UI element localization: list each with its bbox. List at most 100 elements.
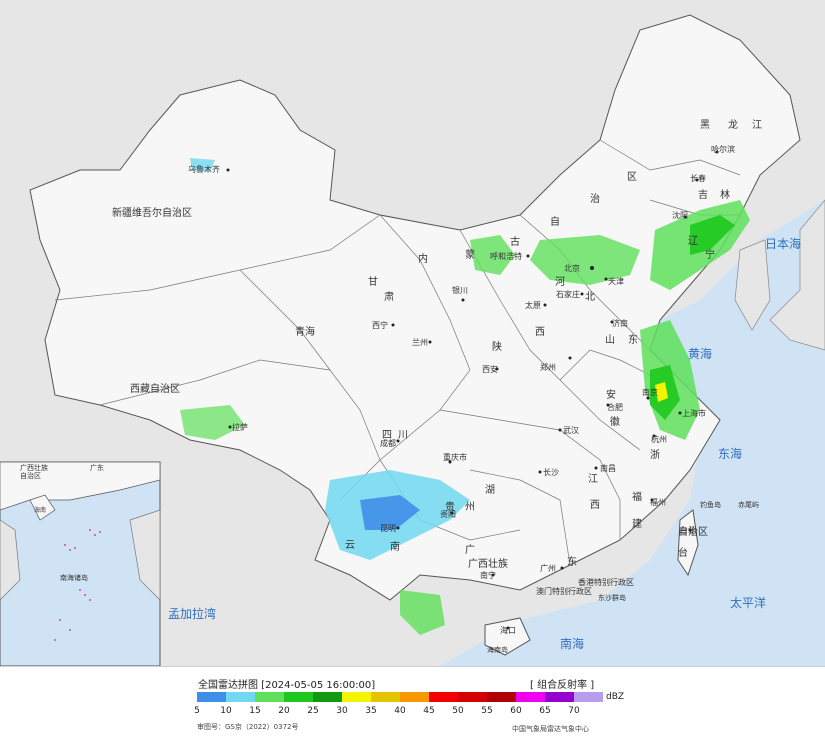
label-su: 肃	[384, 291, 394, 303]
label-an: 安	[606, 388, 616, 401]
label-bay-of-bengal: 孟加拉湾	[168, 606, 216, 621]
approval-number: 审图号：GS京（2022）0372号	[197, 723, 299, 731]
inset-label-guangdong: 广东	[90, 463, 104, 472]
city-urumqi: 乌鲁木齐	[188, 164, 220, 174]
label-jian: 建	[632, 517, 642, 530]
echo-tibet	[180, 405, 245, 440]
legend-tick-label: 20	[278, 706, 290, 716]
label-wan: 台	[678, 546, 688, 559]
hainan-island	[484, 617, 531, 656]
label-jiang: 江	[752, 119, 762, 131]
label-ning: 宁	[705, 248, 715, 261]
legend-swatch	[400, 692, 429, 702]
legend-swatch	[255, 692, 284, 702]
legend-panel	[0, 666, 825, 740]
label-lin: 林	[720, 188, 730, 201]
city-taipei: 台北	[680, 525, 696, 535]
map-title: 全国雷达拼图 [2024-05-05 16:00:00]	[198, 680, 376, 691]
echo-innermongolia	[470, 235, 515, 275]
city-guiyang: 贵阳	[440, 509, 456, 519]
taiwan-island	[677, 509, 699, 577]
city-wuhan: 武汉	[563, 425, 579, 435]
label-hui: 徽	[610, 415, 620, 428]
label-gui: 贵	[445, 500, 455, 513]
label-chuan: 川	[398, 430, 408, 441]
label-chiwei: 赤尾屿	[738, 500, 759, 509]
label-east-china-sea: 东海	[718, 446, 742, 461]
label-shan: 山	[605, 334, 615, 346]
legend-swatch	[545, 692, 574, 702]
legend-tick-label: 5	[194, 706, 200, 716]
echo-xinjiang	[190, 158, 215, 172]
label-guangdong: 东	[567, 555, 577, 568]
legend-swatch	[516, 692, 545, 702]
legend-tick-label: 55	[481, 706, 493, 716]
label-yun: 云	[345, 540, 355, 551]
label-zi: 自	[550, 215, 560, 228]
label-diaoyu: 钓鱼岛	[700, 500, 721, 509]
label-nan: 南	[390, 540, 400, 553]
legend-tick-label: 60	[510, 706, 522, 716]
label-hei: 黑	[700, 119, 710, 131]
echo-northeast-core	[690, 215, 735, 255]
city-chongqing: 重庆市	[443, 452, 467, 462]
legend-swatch	[197, 692, 226, 702]
city-hefei: 合肥	[607, 402, 623, 412]
city-tianjin: 天津	[608, 276, 624, 286]
city-beijing: 北京	[564, 263, 580, 273]
label-guangxi-2: 广西壮族	[468, 557, 508, 570]
city-hohhot: 呼和浩特	[490, 251, 522, 261]
japan-islands	[769, 199, 825, 351]
legend-tick-label: 50	[452, 706, 464, 716]
city-yinchuan: 银川	[452, 285, 468, 295]
city-nanning: 南宁	[480, 570, 496, 580]
city-changsha: 长沙	[543, 467, 559, 477]
province-boundaries	[54, 139, 741, 566]
region-labels: 新疆维吾尔自治区 西藏自治区 青海 甘 肃 内 蒙 古 自 治 区 黑 龙 江 …	[112, 118, 762, 570]
island-labels: 钓鱼岛 赤尾屿 东沙群岛 海南岛	[487, 500, 759, 654]
city-changchun: 长春	[690, 173, 706, 183]
radar-echoes	[180, 158, 750, 635]
label-qu: 区	[627, 171, 637, 183]
city-xian: 西安	[482, 364, 498, 374]
label-xinjiang: 新疆维吾尔自治区	[112, 206, 192, 219]
label-xi2: 西	[590, 500, 600, 511]
china-landmass	[29, 14, 801, 601]
label-meng: 蒙	[465, 248, 475, 261]
inset-label-zizhiqu: 自治区	[20, 471, 41, 480]
legend-tick-label: 70	[568, 706, 580, 716]
city-lanzhou: 兰州	[412, 337, 428, 347]
echo-southwest-core	[360, 495, 420, 530]
label-hainan: 海南岛	[487, 645, 508, 654]
echo-north	[530, 235, 640, 285]
label-qinghai: 青海	[295, 325, 315, 338]
label-ji: 吉	[698, 189, 708, 201]
label-si: 四	[382, 430, 392, 441]
legend-swatch	[284, 692, 313, 702]
label-fu: 福	[632, 490, 642, 503]
label-yellow-sea: 黄海	[688, 346, 712, 361]
label-gu: 古	[510, 235, 520, 248]
inset-label-nanhai-islands: 南海诸岛	[60, 573, 88, 582]
product-name: [ 组合反射率 ]	[530, 680, 595, 691]
city-hongkong: 香港特别行政区	[578, 577, 634, 587]
south-china-sea-inset: 广西壮族 自治区 广东 海南 南海诸岛	[0, 461, 161, 666]
legend-swatch	[313, 692, 342, 702]
legend-tick-label: 30	[336, 706, 348, 716]
legend-tick-label: 15	[249, 706, 261, 716]
legend-swatch	[342, 692, 371, 702]
label-hu: 湖	[485, 484, 495, 496]
city-nanchang: 南昌	[600, 463, 616, 473]
radar-mosaic-map: 新疆维吾尔自治区 西藏自治区 青海 甘 肃 内 蒙 古 自 治 区 黑 龙 江 …	[0, 0, 825, 666]
legend-swatch	[487, 692, 516, 702]
legend-tick-label: 35	[365, 706, 377, 716]
label-nei: 内	[418, 252, 428, 265]
echo-guangxi	[400, 590, 445, 635]
legend-swatch	[574, 692, 603, 702]
legend-swatch	[429, 692, 458, 702]
legend-tick-label: 40	[394, 706, 406, 716]
korea-peninsula	[734, 239, 771, 331]
label-long: 龙	[728, 118, 738, 131]
city-lhasa: 拉萨	[232, 422, 248, 432]
label-liao: 辽	[688, 235, 698, 247]
